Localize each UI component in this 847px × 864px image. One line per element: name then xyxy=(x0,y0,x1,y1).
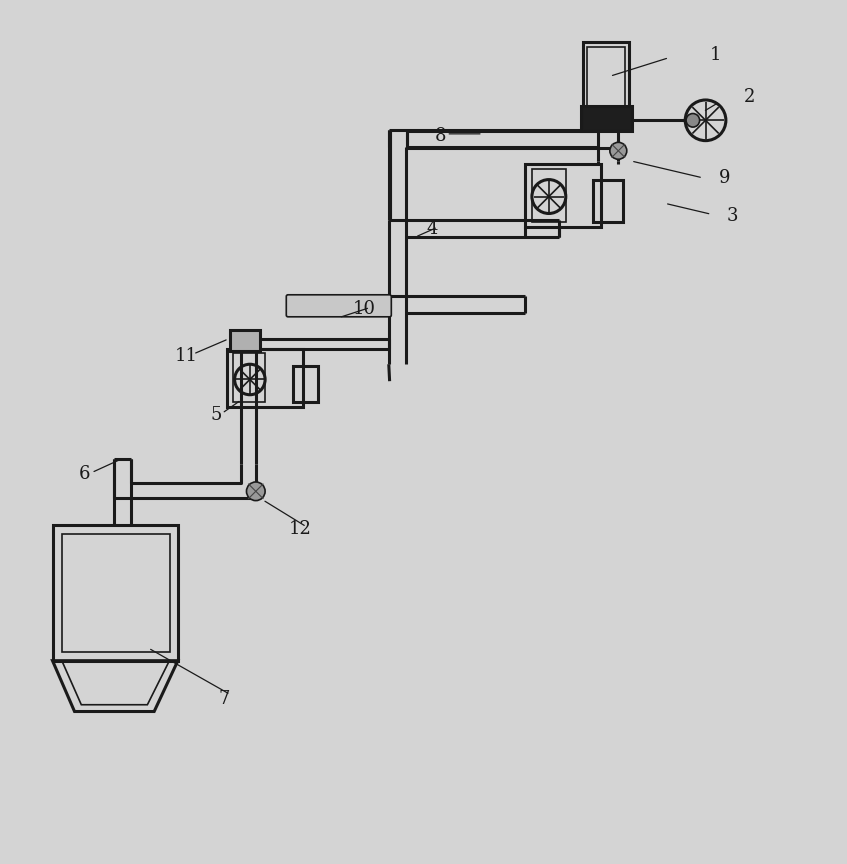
Bar xyxy=(525,163,601,227)
Text: 8: 8 xyxy=(435,126,446,144)
Text: 11: 11 xyxy=(174,346,198,365)
FancyBboxPatch shape xyxy=(286,295,391,317)
Bar xyxy=(62,534,170,652)
Text: 6: 6 xyxy=(79,466,91,483)
Bar xyxy=(587,47,625,108)
Bar xyxy=(293,366,318,402)
Circle shape xyxy=(246,482,265,500)
Text: 3: 3 xyxy=(727,207,739,225)
Text: 2: 2 xyxy=(744,88,756,106)
Bar xyxy=(230,329,260,351)
Bar xyxy=(593,180,623,222)
Text: 4: 4 xyxy=(426,219,438,238)
Bar xyxy=(227,349,303,407)
Text: 10: 10 xyxy=(352,300,376,318)
Text: 7: 7 xyxy=(219,689,230,708)
Text: 9: 9 xyxy=(718,168,730,187)
Bar xyxy=(233,353,265,403)
Circle shape xyxy=(686,113,700,127)
Circle shape xyxy=(610,143,627,159)
Bar xyxy=(53,525,178,661)
Text: 1: 1 xyxy=(710,46,722,64)
Text: 12: 12 xyxy=(289,520,313,538)
Text: 5: 5 xyxy=(210,406,222,424)
Bar xyxy=(583,42,629,111)
Bar xyxy=(581,106,632,131)
Bar xyxy=(532,168,566,222)
